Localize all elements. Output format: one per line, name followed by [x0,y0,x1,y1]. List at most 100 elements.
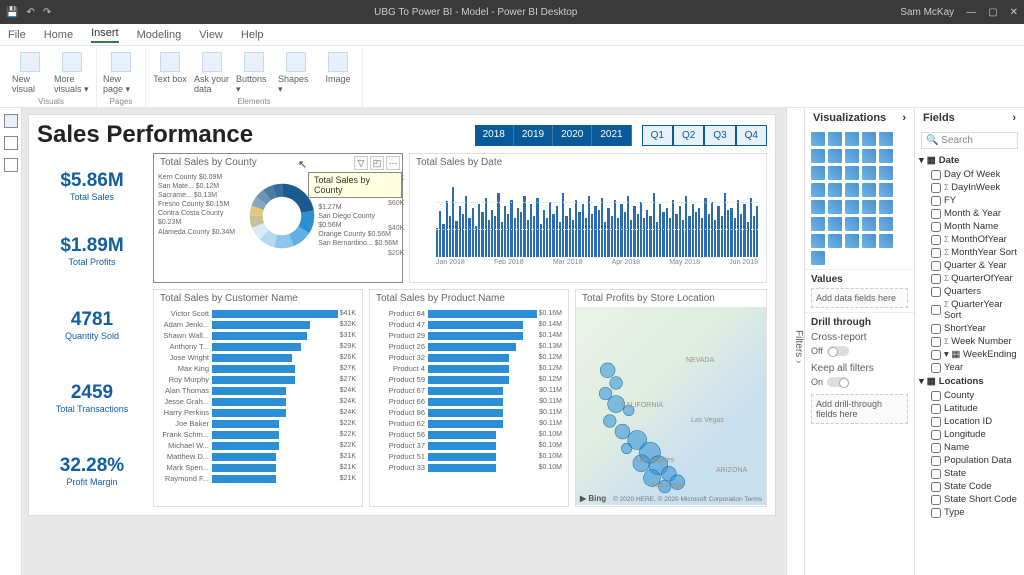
viz-type-icon[interactable] [862,149,876,163]
viz-type-icon[interactable] [828,132,842,146]
kpi-card[interactable]: $1.89MTotal Profits [37,231,147,271]
bar-row[interactable]: Jose Wright$26K [160,353,356,362]
viz-type-icon[interactable] [811,183,825,197]
ribbon-new-visual[interactable]: New visual [12,52,48,94]
bar-row[interactable]: Product 29$0.14M [376,331,562,340]
field-item[interactable]: Month Name [919,220,1020,233]
field-item[interactable]: Population Data [919,454,1020,467]
viz-type-icon[interactable] [879,149,893,163]
viz-type-icon[interactable] [828,234,842,248]
field-item[interactable]: Name [919,441,1020,454]
ribbon-text-box[interactable]: Text box [152,52,188,84]
kpi-card[interactable]: 4781Quantity Sold [37,305,147,345]
redo-icon[interactable]: ↷ [43,7,51,18]
field-item[interactable]: Month & Year [919,207,1020,220]
kpi-card[interactable]: 2459Total Transactions [37,378,147,418]
collapse-icon[interactable]: › [1012,112,1016,124]
menu-home[interactable]: Home [44,29,73,41]
field-item[interactable]: County [919,389,1020,402]
kpi-card[interactable]: 32.28%Profit Margin [37,451,147,491]
field-item[interactable]: State Code [919,480,1020,493]
field-item[interactable]: State [919,467,1020,480]
field-item[interactable]: Type [919,506,1020,519]
minimize-icon[interactable]: — [966,7,976,18]
ribbon-ask-your-data[interactable]: Ask your data [194,52,230,94]
viz-type-icon[interactable] [828,183,842,197]
close-icon[interactable]: ✕ [1010,7,1018,18]
bar-row[interactable]: Alan Thomas$24K [160,386,356,395]
field-item[interactable]: Location ID [919,415,1020,428]
bar-row[interactable]: Product 86$0.11M [376,408,562,417]
viz-type-icon[interactable] [879,217,893,231]
bar-row[interactable]: Product 56$0.10M [376,430,562,439]
menu-file[interactable]: File [8,29,26,41]
menu-view[interactable]: View [199,29,223,41]
save-icon[interactable]: 💾 [6,7,18,18]
menu-help[interactable]: Help [241,29,264,41]
quarter-slicer[interactable]: Q1Q2Q3Q4 [642,125,767,146]
field-item[interactable]: Latitude [919,402,1020,415]
ribbon-more-visuals-[interactable]: More visuals ▾ [54,52,90,95]
viz-type-icon[interactable] [845,217,859,231]
viz-type-icon[interactable] [828,200,842,214]
bar-row[interactable]: Joe Baker$22K [160,419,356,428]
menu-insert[interactable]: Insert [91,27,119,43]
field-item[interactable]: QuarterYear Sort [919,298,1020,322]
viz-type-icon[interactable] [879,132,893,146]
visualization-gallery[interactable] [805,128,914,269]
bar-row[interactable]: Michael W...$22K [160,441,356,450]
table-date[interactable]: ▾▦ Date [919,153,1020,168]
field-item[interactable]: Week Number [919,335,1020,348]
viz-type-icon[interactable] [845,200,859,214]
viz-type-icon[interactable] [828,217,842,231]
menu-modeling[interactable]: Modeling [137,29,182,41]
filter-icon[interactable]: ▽ [354,156,368,170]
drillthrough-dropzone[interactable]: Add drill-through fields here [811,394,908,424]
ribbon-new-page-[interactable]: New page ▾ [103,52,139,95]
field-item[interactable]: Year [919,361,1020,374]
year-2019[interactable]: 2019 [514,125,553,146]
focus-icon[interactable]: ◰ [370,156,384,170]
values-dropzone[interactable]: Add data fields here [811,288,908,308]
product-bar-visual[interactable]: Total Sales by Product Name Product 84$0… [369,289,569,507]
date-column-visual[interactable]: Total Sales by Date $80K$60K$40K$20K Jan… [409,153,767,283]
year-2018[interactable]: 2018 [475,125,514,146]
bar-row[interactable]: Victor Scott$41K [160,309,356,318]
viz-type-icon[interactable] [879,183,893,197]
filters-pane-collapsed[interactable]: Filters › [786,108,804,575]
field-item[interactable]: ▾ ▦ WeekEnding [919,348,1020,361]
viz-type-icon[interactable] [845,234,859,248]
more-icon[interactable]: ⋯ [386,156,400,170]
bar-row[interactable]: Jesse Grah...$24K [160,397,356,406]
bar-row[interactable]: Product 37$0.10M [376,441,562,450]
viz-type-icon[interactable] [828,166,842,180]
viz-type-icon[interactable] [845,166,859,180]
quarter-Q4[interactable]: Q4 [736,125,767,146]
bar-row[interactable]: Product 47$0.14M [376,320,562,329]
bar-row[interactable]: Product 32$0.12M [376,353,562,362]
county-donut-visual[interactable]: Total Sales by County ↖ Total Sales by C… [153,153,403,283]
table-locations[interactable]: ▾▦ Locations [919,374,1020,389]
bar-row[interactable]: Adam Jenki...$32K [160,320,356,329]
collapse-icon[interactable]: › [902,112,906,124]
bar-row[interactable]: Product 62$0.11M [376,419,562,428]
viz-type-icon[interactable] [811,132,825,146]
viz-type-icon[interactable] [862,200,876,214]
bar-row[interactable]: Product 51$0.10M [376,452,562,461]
bar-row[interactable]: Matthew D...$21K [160,452,356,461]
user-name[interactable]: Sam McKay [900,7,954,18]
viz-type-icon[interactable] [862,183,876,197]
field-item[interactable]: ShortYear [919,322,1020,335]
undo-icon[interactable]: ↶ [26,7,34,18]
viz-type-icon[interactable] [811,217,825,231]
field-item[interactable]: State Short Code [919,493,1020,506]
bar-row[interactable]: Product 66$0.11M [376,397,562,406]
quarter-Q1[interactable]: Q1 [642,125,673,146]
viz-type-icon[interactable] [862,132,876,146]
bar-row[interactable]: Shawn Wall...$31K [160,331,356,340]
viz-type-icon[interactable] [879,234,893,248]
bar-row[interactable]: Anthony T...$29K [160,342,356,351]
ribbon-buttons-[interactable]: Buttons ▾ [236,52,272,95]
field-item[interactable]: Quarter & Year [919,259,1020,272]
viz-type-icon[interactable] [862,217,876,231]
